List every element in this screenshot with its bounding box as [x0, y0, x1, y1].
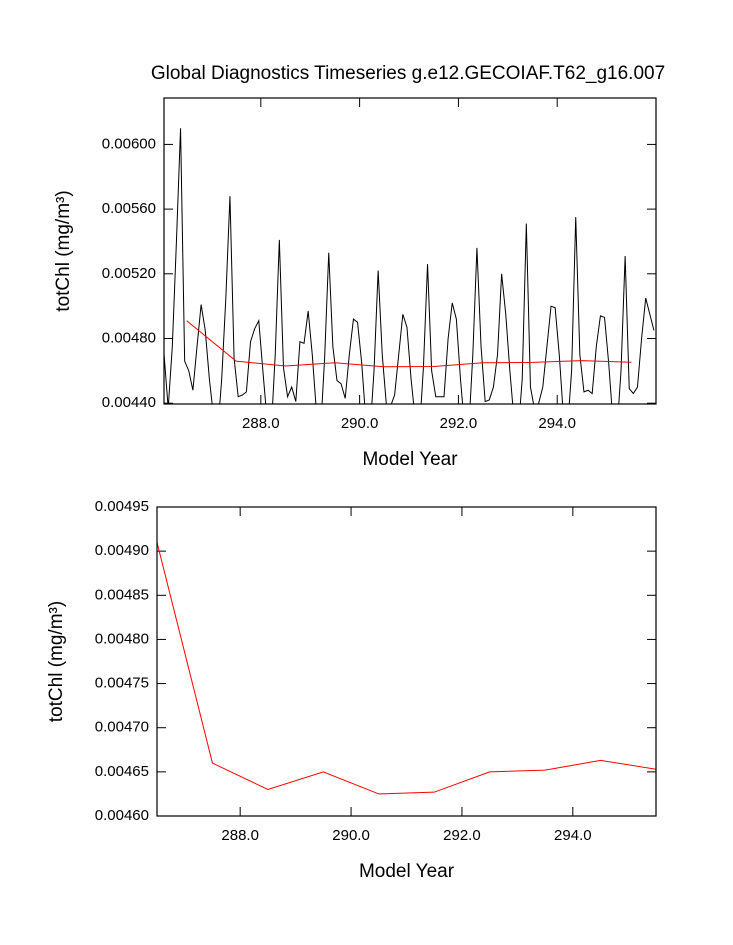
data-line: [186, 320, 632, 368]
x-tick-label: 292.0: [440, 415, 478, 432]
plot-frame: [156, 506, 657, 817]
y-tick-label: 0.00495: [95, 498, 149, 515]
y-tick-label: 0.00480: [102, 329, 156, 346]
y-tick-label: 0.00460: [95, 807, 149, 824]
y-tick-label: 0.00470: [95, 719, 149, 736]
plot-frame: [163, 97, 657, 405]
x-axis-label: Model Year: [362, 449, 458, 470]
x-tick-label: 294.0: [554, 827, 592, 844]
y-tick-label: 0.00520: [102, 265, 156, 282]
x-tick-label: 290.0: [332, 827, 370, 844]
y-tick-label: 0.00490: [95, 542, 149, 559]
y-tick-label: 0.00475: [95, 675, 149, 692]
x-tick-label: 288.0: [242, 415, 280, 432]
x-tick-label: 292.0: [443, 827, 481, 844]
y-tick-label: 0.00480: [95, 630, 149, 647]
x-axis-label: Model Year: [359, 861, 455, 882]
y-tick-label: 0.00465: [95, 763, 149, 780]
y-tick-label: 0.00440: [102, 394, 156, 411]
y-tick-label: 0.00600: [102, 135, 156, 152]
x-tick-label: 294.0: [538, 415, 576, 432]
data-line: [164, 128, 655, 404]
x-tick-label: 290.0: [341, 415, 379, 432]
chart-title: Global Diagnostics Timeseries g.e12.GECO…: [151, 63, 665, 84]
x-tick-label: 288.0: [221, 827, 259, 844]
y-axis-label: totChl (mg/m³): [46, 601, 67, 722]
data-line: [157, 542, 656, 795]
y-tick-label: 0.00485: [95, 586, 149, 603]
y-tick-label: 0.00560: [102, 200, 156, 217]
y-axis-label: totChl (mg/m³): [53, 190, 74, 311]
